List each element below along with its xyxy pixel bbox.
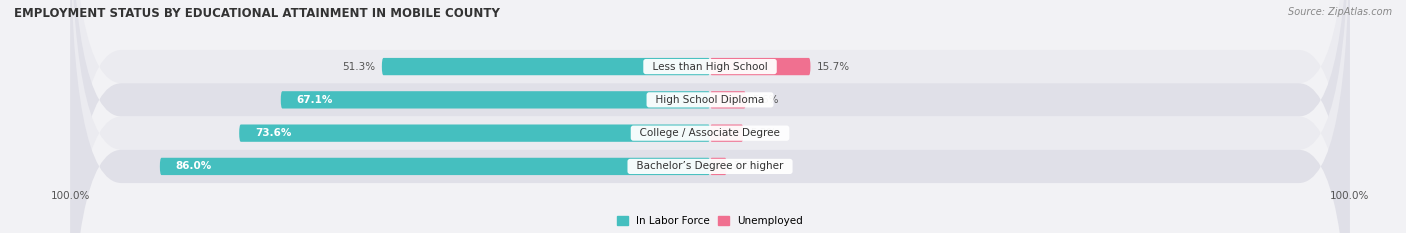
Text: High School Diploma: High School Diploma — [650, 95, 770, 105]
Legend: In Labor Force, Unemployed: In Labor Force, Unemployed — [613, 212, 807, 230]
FancyBboxPatch shape — [70, 0, 1350, 233]
FancyBboxPatch shape — [70, 0, 1350, 233]
Text: College / Associate Degree: College / Associate Degree — [633, 128, 787, 138]
FancyBboxPatch shape — [70, 0, 1350, 233]
Text: 2.6%: 2.6% — [733, 161, 759, 171]
Text: 67.1%: 67.1% — [297, 95, 333, 105]
FancyBboxPatch shape — [160, 158, 710, 175]
Text: 51.3%: 51.3% — [342, 62, 375, 72]
Text: 5.2%: 5.2% — [749, 128, 776, 138]
Text: 15.7%: 15.7% — [817, 62, 851, 72]
FancyBboxPatch shape — [710, 58, 810, 75]
Text: 5.6%: 5.6% — [752, 95, 779, 105]
Text: Source: ZipAtlas.com: Source: ZipAtlas.com — [1288, 7, 1392, 17]
FancyBboxPatch shape — [281, 91, 710, 109]
FancyBboxPatch shape — [70, 0, 1350, 233]
FancyBboxPatch shape — [239, 124, 710, 142]
FancyBboxPatch shape — [710, 124, 744, 142]
Text: Less than High School: Less than High School — [645, 62, 775, 72]
FancyBboxPatch shape — [710, 91, 745, 109]
Text: EMPLOYMENT STATUS BY EDUCATIONAL ATTAINMENT IN MOBILE COUNTY: EMPLOYMENT STATUS BY EDUCATIONAL ATTAINM… — [14, 7, 501, 20]
FancyBboxPatch shape — [382, 58, 710, 75]
FancyBboxPatch shape — [710, 158, 727, 175]
Text: 73.6%: 73.6% — [254, 128, 291, 138]
Text: 86.0%: 86.0% — [176, 161, 212, 171]
Text: Bachelor’s Degree or higher: Bachelor’s Degree or higher — [630, 161, 790, 171]
